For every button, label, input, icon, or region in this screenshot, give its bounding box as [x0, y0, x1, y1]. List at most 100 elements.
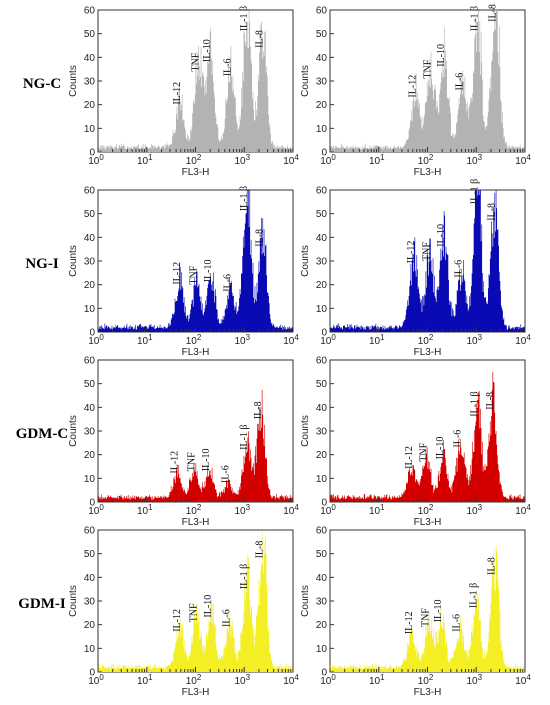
- histogram-panel-gdm-i-left: 0 10 20 30 40 50 60 100 101 102 103 104 FL3-H Counts I…: [68, 526, 299, 699]
- x-tick-label: 103: [466, 503, 482, 517]
- y-tick-label: 10: [316, 304, 328, 315]
- y-axis-label: Counts: [300, 585, 311, 617]
- x-tick-label: 103: [234, 503, 250, 517]
- y-tick-label: 10: [84, 304, 96, 315]
- peak-label: IL-10: [201, 448, 212, 471]
- y-tick-label: 10: [84, 474, 96, 485]
- peak-label: IL-1 β: [469, 179, 480, 204]
- peak-label: TNF: [189, 603, 200, 622]
- y-tick-label: 0: [89, 328, 95, 339]
- y-tick-label: 30: [84, 427, 96, 438]
- y-tick-label: 30: [316, 77, 328, 88]
- peak-label: IL-12: [408, 75, 419, 98]
- x-axis-label: FL3-H: [414, 347, 442, 358]
- peak-label: IL-10: [436, 44, 447, 67]
- y-tick-label: 0: [321, 498, 327, 509]
- y-tick-label: 20: [84, 280, 96, 291]
- histogram-area: [98, 389, 293, 502]
- x-axis-label: FL3-H: [182, 517, 210, 528]
- histogram-area: [330, 371, 525, 502]
- peak-label: IL-1 β: [469, 391, 480, 416]
- peak-label: TNF: [189, 265, 200, 284]
- x-tick-label: 103: [234, 153, 250, 167]
- y-tick-label: 30: [316, 257, 328, 268]
- peak-label: IL-6: [452, 614, 463, 632]
- peak-label: IL-8: [255, 30, 266, 48]
- y-tick-label: 50: [316, 549, 328, 560]
- peak-label: IL-8: [255, 541, 266, 559]
- x-tick-label: 102: [186, 333, 202, 347]
- peak-label: IL-6: [221, 465, 232, 483]
- x-tick-label: 104: [283, 673, 299, 687]
- x-tick-label: 102: [186, 153, 202, 167]
- histogram-area: [330, 544, 525, 672]
- peak-label: TNF: [190, 52, 201, 71]
- y-tick-label: 0: [321, 148, 327, 159]
- y-tick-label: 10: [316, 474, 328, 485]
- y-tick-label: 20: [84, 620, 96, 631]
- y-tick-label: 40: [84, 233, 96, 244]
- y-tick-label: 50: [84, 209, 96, 220]
- peak-label: IL-8: [487, 557, 498, 575]
- histogram-area: [98, 532, 293, 672]
- x-tick-label: 104: [283, 503, 299, 517]
- y-tick-label: 60: [84, 356, 96, 367]
- y-tick-label: 60: [316, 526, 328, 537]
- y-axis-label: Counts: [68, 585, 79, 617]
- y-tick-label: 20: [316, 100, 328, 111]
- peak-label: IL-10: [435, 437, 446, 460]
- x-tick-label: 100: [320, 673, 336, 687]
- y-axis-label: Counts: [300, 245, 311, 277]
- y-tick-label: 20: [84, 450, 96, 461]
- peak-label: IL-8: [255, 229, 266, 247]
- x-tick-label: 102: [186, 503, 202, 517]
- y-tick-label: 60: [316, 6, 328, 17]
- histogram-panel-ng-i-left: 0 10 20 30 40 50 60 100 101 102 103 104 FL3-H Counts I…: [68, 186, 299, 359]
- x-tick-label: 101: [137, 503, 153, 517]
- y-tick-label: 40: [316, 573, 328, 584]
- x-tick-label: 101: [369, 333, 385, 347]
- x-tick-label: 101: [137, 673, 153, 687]
- peak-label: IL-6: [453, 430, 464, 448]
- histogram-panel-ng-c-right: 0 10 20 30 40 50 60 100 101 102 103 104 FL3-H Counts I…: [300, 4, 531, 178]
- peak-label: IL-1 β: [239, 564, 250, 589]
- y-tick-label: 20: [316, 620, 328, 631]
- y-tick-label: 60: [84, 186, 96, 197]
- y-tick-label: 10: [84, 644, 96, 655]
- y-tick-label: 40: [316, 53, 328, 64]
- x-tick-label: 102: [418, 673, 434, 687]
- x-tick-label: 100: [88, 153, 104, 167]
- row-label: NG-I: [25, 256, 58, 272]
- row-label: NG-C: [23, 76, 61, 92]
- y-tick-label: 50: [84, 379, 96, 390]
- y-tick-label: 60: [316, 186, 328, 197]
- peak-label: IL-10: [202, 39, 213, 62]
- row-label: GDM-I: [18, 596, 66, 612]
- x-axis-label: FL3-H: [414, 687, 442, 698]
- histogram-panel-gdm-i-right: 0 10 20 30 40 50 60 100 101 102 103 104 FL3-H Counts I…: [300, 526, 531, 699]
- peak-label: IL-8: [487, 4, 498, 22]
- peak-label: TNF: [422, 59, 433, 78]
- x-tick-label: 104: [283, 333, 299, 347]
- x-tick-label: 104: [515, 673, 531, 687]
- peak-label: IL-6: [223, 58, 234, 76]
- x-axis-label: FL3-H: [414, 517, 442, 528]
- peak-label: IL-1 β: [469, 6, 480, 31]
- x-tick-label: 104: [515, 153, 531, 167]
- y-tick-label: 50: [84, 549, 96, 560]
- histogram-area: [98, 190, 293, 332]
- x-tick-label: 100: [88, 333, 104, 347]
- x-tick-label: 103: [466, 153, 482, 167]
- x-tick-label: 102: [418, 503, 434, 517]
- peak-label: IL-10: [203, 595, 214, 618]
- y-axis-label: Counts: [300, 65, 311, 97]
- y-tick-label: 50: [84, 29, 96, 40]
- y-tick-label: 40: [316, 403, 328, 414]
- x-axis-label: FL3-H: [182, 687, 210, 698]
- x-tick-label: 103: [234, 333, 250, 347]
- x-tick-label: 101: [369, 673, 385, 687]
- peak-label: TNF: [187, 452, 198, 471]
- y-tick-label: 20: [316, 450, 328, 461]
- x-tick-label: 101: [137, 153, 153, 167]
